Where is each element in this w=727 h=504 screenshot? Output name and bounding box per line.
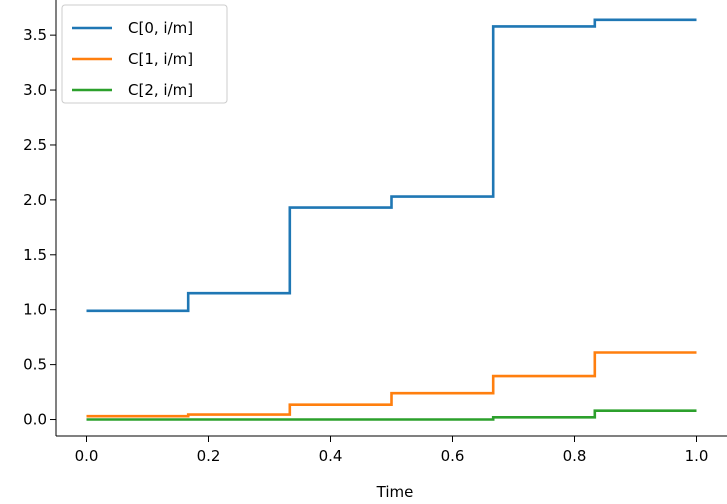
y-tick-label: 2.5 (23, 136, 47, 154)
y-tick-label: 3.5 (23, 26, 47, 44)
series-layer (86, 18, 697, 421)
x-tick-label: 0.0 (75, 447, 99, 465)
x-tick-label: 0.2 (197, 447, 221, 465)
legend-label-0: C[0, i/m] (128, 19, 193, 37)
ticks-layer: 0.0 0.2 0.4 0.6 0.8 1.0 0.0 0.5 1.0 1.5 2.0 2.5 3.0 3… (23, 26, 708, 465)
y-tick-label: 3.0 (23, 81, 47, 99)
legend: C[0, i/m] C[1, i/m] C[2, i/m] (61, 4, 228, 104)
series-line-0 (86, 18, 697, 313)
x-tick-label: 1.0 (685, 447, 709, 465)
y-tick-label: 1.5 (23, 246, 47, 264)
series-line-1 (86, 351, 697, 418)
x-tick-label: 0.6 (441, 447, 465, 465)
legend-label-2: C[2, i/m] (128, 81, 193, 99)
y-tick-label: 1.0 (23, 301, 47, 319)
axes-layer (55, 0, 727, 437)
legend-label-1: C[1, i/m] (128, 50, 193, 68)
x-tick-label: 0.4 (319, 447, 343, 465)
y-tick-label: 0.0 (23, 411, 47, 429)
y-tick-label: 2.0 (23, 191, 47, 209)
series-line-2 (86, 409, 697, 421)
legend-frame (61, 4, 228, 104)
x-axis-label: Time (376, 483, 414, 501)
y-tick-label: 0.5 (23, 356, 47, 374)
x-tick-label: 0.8 (563, 447, 587, 465)
